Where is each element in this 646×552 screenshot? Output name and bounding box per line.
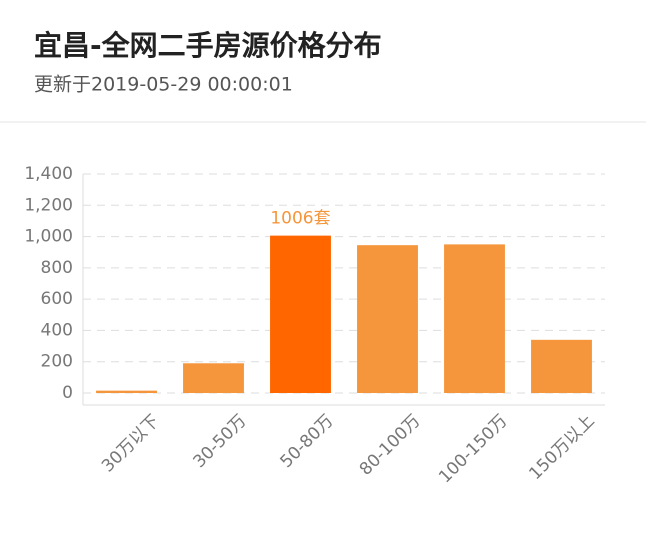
x-tick-label: 100-150万 <box>435 411 511 487</box>
bar <box>444 244 505 393</box>
value-label: 1006套 <box>270 209 330 229</box>
bar <box>531 339 592 393</box>
y-tick-label: 1,000 <box>24 227 73 247</box>
bar <box>96 390 157 393</box>
y-tick-label: 200 <box>41 352 73 372</box>
x-tick-label: 150万以上 <box>525 411 598 484</box>
bar <box>183 363 244 393</box>
bar <box>270 235 331 393</box>
chart-subtitle: 更新于2019-05-29 00:00:01 <box>34 74 293 96</box>
bar <box>357 245 418 393</box>
y-tick-label: 1,400 <box>24 164 73 184</box>
chart-title: 宜昌-全网二手房源价格分布 <box>34 29 382 62</box>
x-tick-label: 30-50万 <box>189 411 250 472</box>
y-tick-label: 600 <box>41 289 73 309</box>
y-tick-label: 800 <box>41 258 73 278</box>
y-tick-label: 1,200 <box>24 195 73 215</box>
x-tick-label: 80-100万 <box>356 411 425 480</box>
y-tick-label: 0 <box>62 383 73 403</box>
y-tick-label: 400 <box>41 320 73 340</box>
x-tick-label: 50-80万 <box>276 411 337 472</box>
x-tick-label: 30万以下 <box>98 411 164 477</box>
